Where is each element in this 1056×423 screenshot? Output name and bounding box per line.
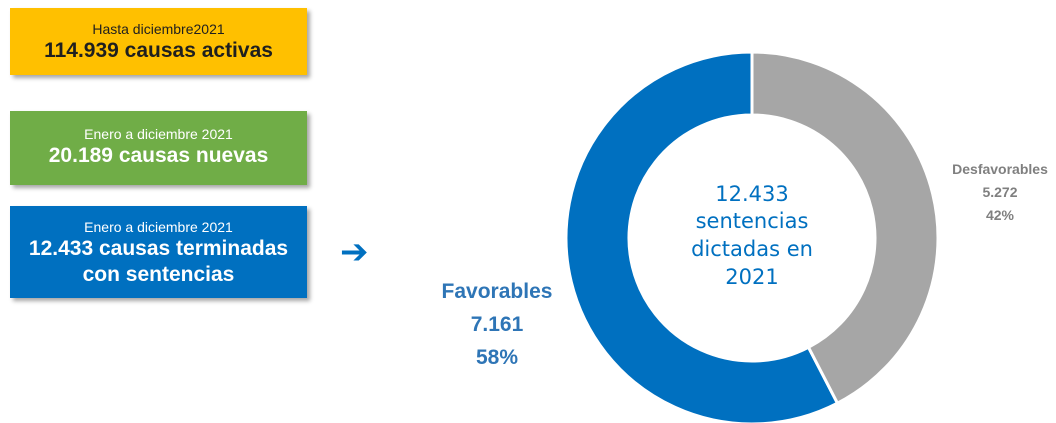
favorables-label: Favorables 7.161 58% [442, 280, 553, 369]
active-cases-value: 114.939 causas activas [44, 39, 273, 62]
desfavorables-label-percent: 42% [986, 207, 1015, 223]
finished-cases-value-line2: con sentencias [82, 263, 235, 286]
center-text-line-1: 12.433 [715, 182, 788, 206]
center-text-line-4: 2021 [725, 265, 778, 289]
finished-cases-value-line1: 12.433 causas terminadas [28, 237, 289, 260]
favorables-label-value: 7.161 [471, 313, 524, 336]
donut-slice-desfavorables [750, 50, 940, 406]
active-cases-subtitle: Hasta diciembre2021 [92, 21, 225, 37]
favorables-label-percent: 58% [476, 346, 518, 369]
donut-slice-favorables [564, 50, 840, 423]
arrow-right-icon: ➔ [340, 233, 369, 271]
center-text: 12.433 sentencias dictadas en 2021 [691, 182, 813, 289]
finished-cases-box: Enero a diciembre 2021 12.433 causas ter… [10, 206, 307, 298]
center-text-line-3: dictadas en [691, 237, 813, 261]
center-text-line-2: sentencias [696, 209, 809, 233]
desfavorables-label: Desfavorables 5.272 42% [952, 161, 1048, 223]
new-cases-box: Enero a diciembre 2021 20.189 causas nue… [10, 111, 307, 185]
desfavorables-label-value: 5.272 [982, 184, 1017, 200]
favorables-label-name: Favorables [442, 280, 553, 303]
new-cases-subtitle: Enero a diciembre 2021 [84, 126, 233, 142]
active-cases-box: Hasta diciembre2021 114.939 causas activ… [10, 8, 307, 75]
desfavorables-label-name: Desfavorables [952, 161, 1048, 177]
finished-cases-subtitle: Enero a diciembre 2021 [84, 219, 233, 235]
new-cases-value: 20.189 causas nuevas [48, 144, 269, 167]
